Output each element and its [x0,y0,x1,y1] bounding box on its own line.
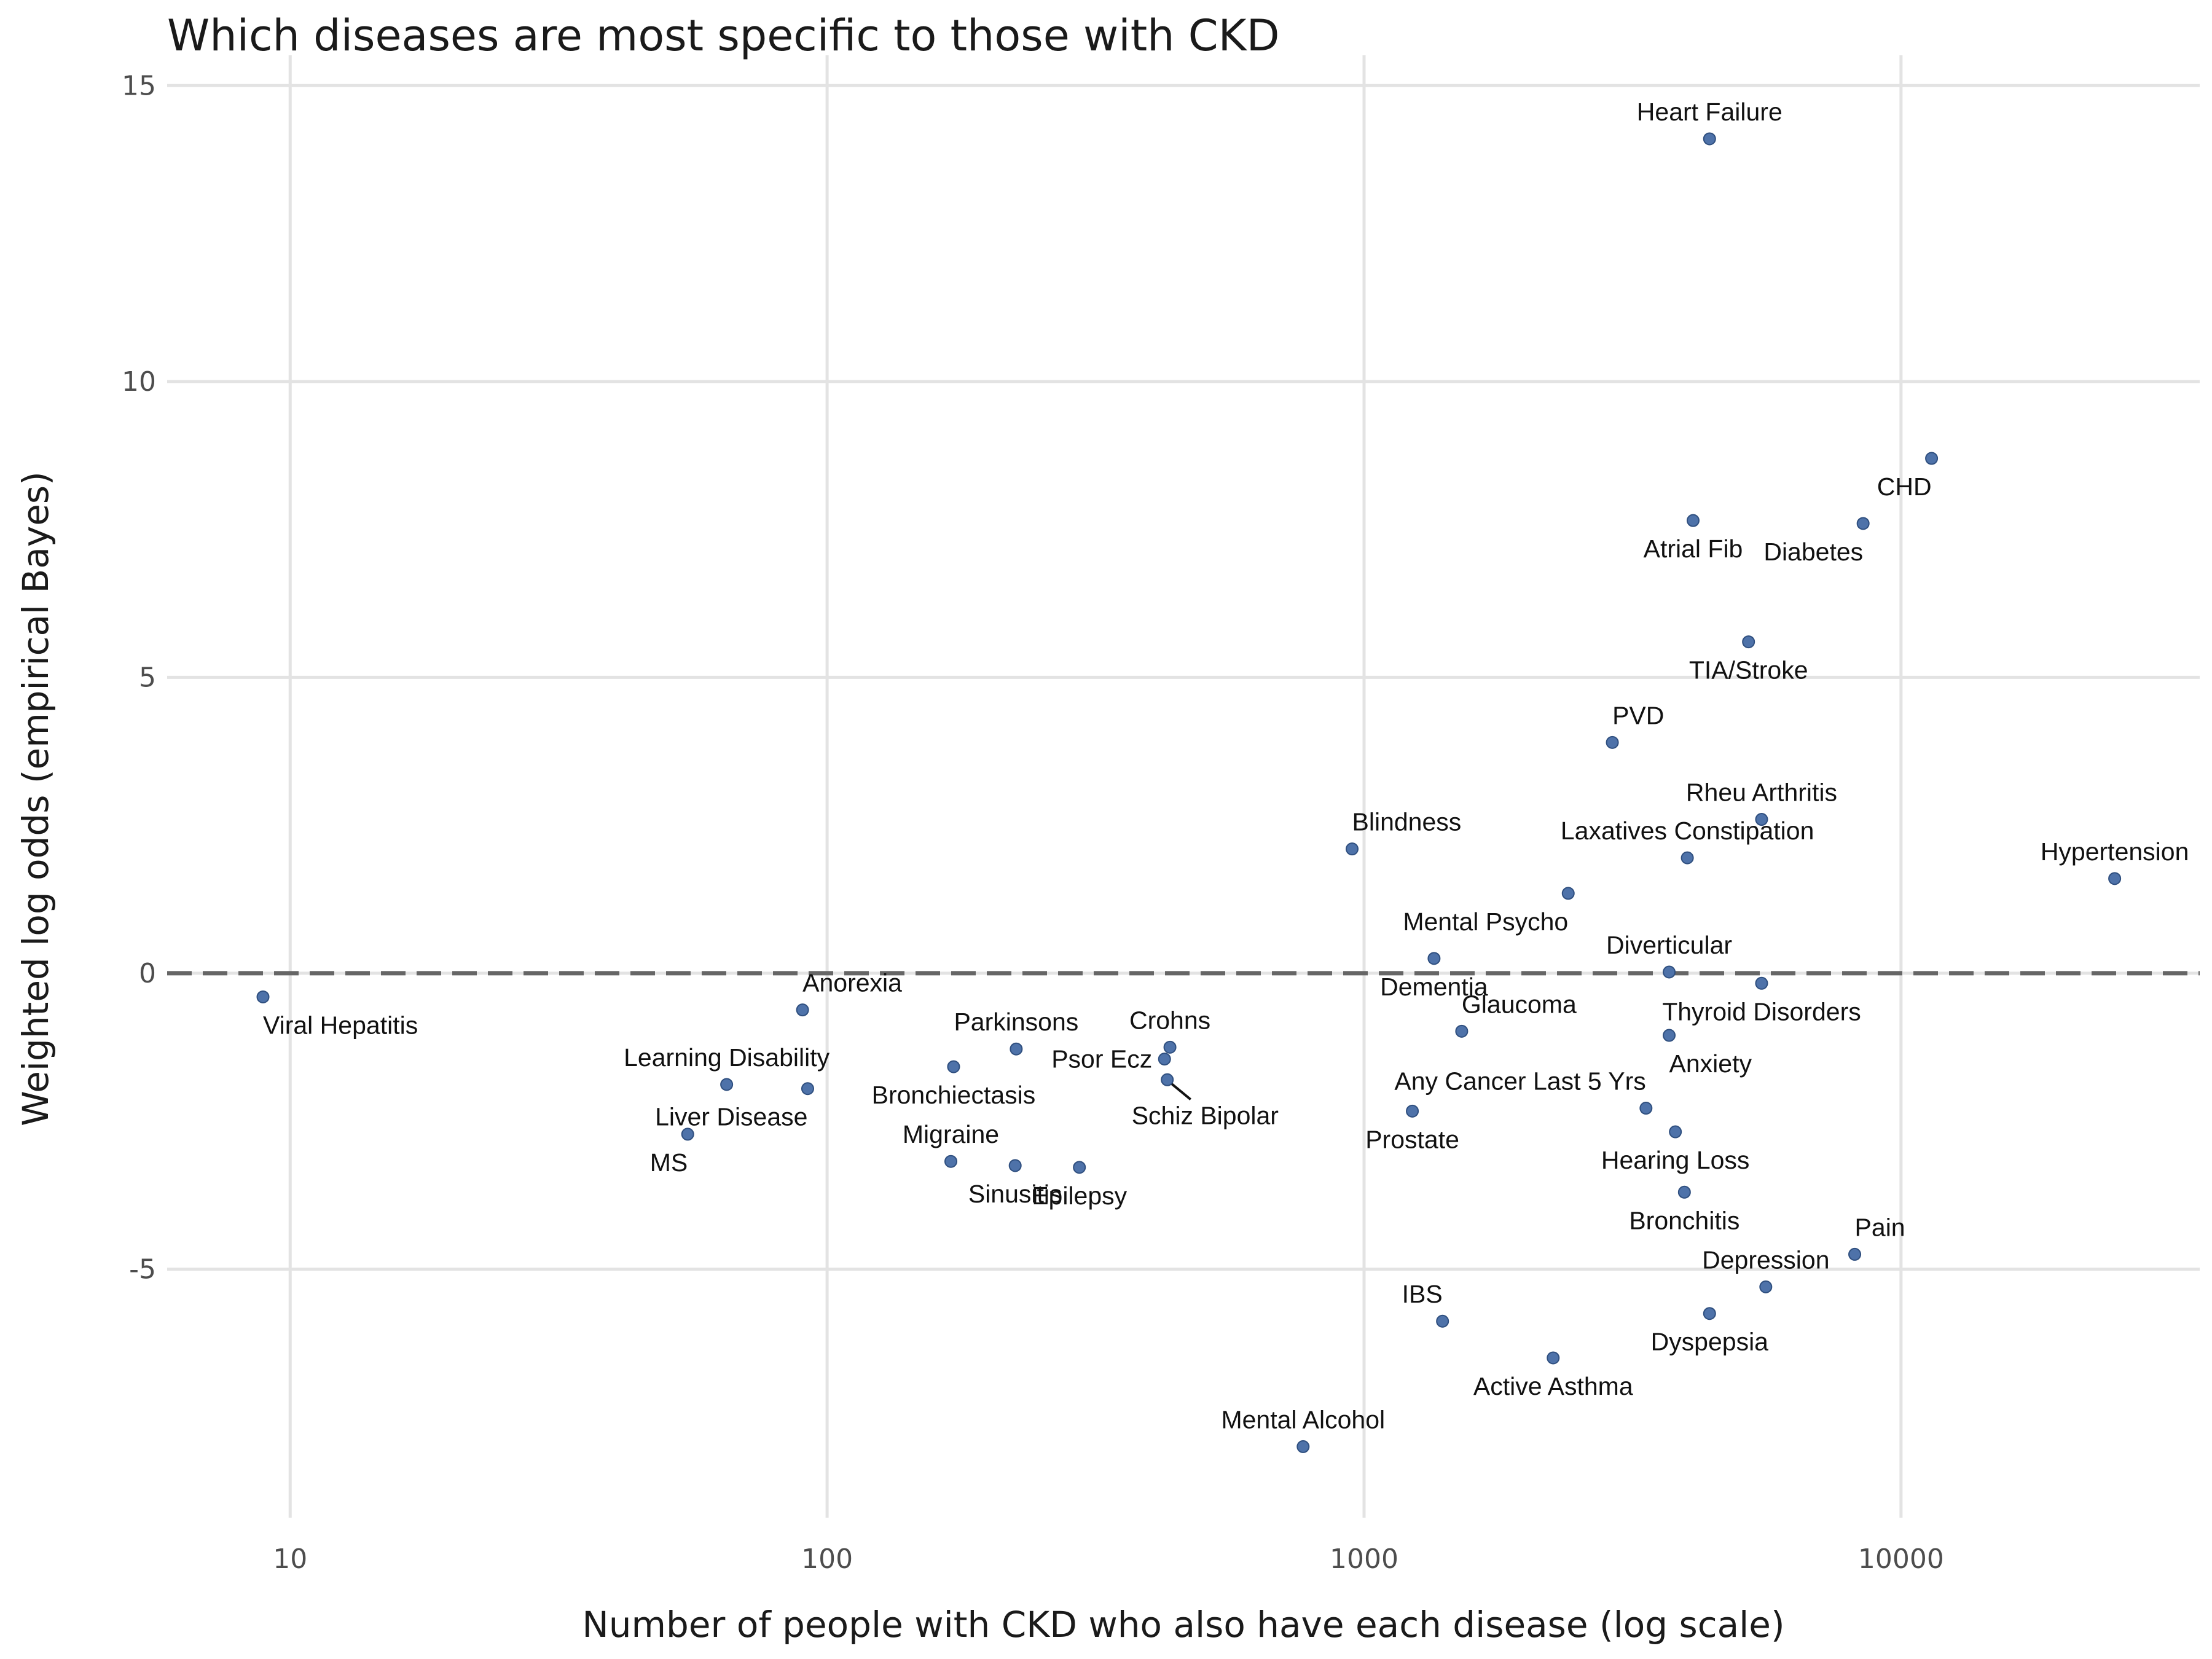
data-point [1158,1053,1171,1066]
data-point [1663,965,1676,979]
point-label: Anxiety [1669,1049,1752,1078]
data-point [947,1060,960,1073]
data-points [256,132,2122,1453]
point-label: Hearing Loss [1601,1146,1750,1174]
data-point [1547,1351,1560,1365]
point-label: Hypertension [2041,837,2189,866]
data-point [1561,887,1575,900]
point-label: Diverticular [1606,931,1732,959]
data-point [1677,1185,1691,1199]
point-label: Bronchiectasis [872,1081,1036,1109]
point-label: Dyspepsia [1651,1328,1769,1356]
data-point [1163,1040,1177,1054]
data-point [1686,514,1700,527]
x-axis-title: Number of people with CKD who also have … [582,1604,1784,1645]
point-label: Learning Disability [624,1043,830,1072]
data-point [1296,1440,1310,1453]
point-label: Crohns [1129,1006,1210,1034]
data-point [2108,872,2122,885]
data-point [1759,1280,1773,1293]
point-label: Parkinsons [954,1008,1078,1036]
point-label: Blindness [1352,808,1462,836]
data-point [1925,452,1939,465]
data-point [1008,1159,1022,1172]
data-point [1848,1247,1862,1261]
point-label: Psor Ecz [1051,1045,1152,1073]
label-leaders [1169,1081,1191,1100]
data-point [681,1128,694,1141]
point-label: Mental Psycho [1403,908,1568,936]
data-point [1703,1307,1716,1320]
point-label: Heart Failure [1637,98,1783,126]
data-point [1681,851,1694,865]
point-label: Pain [1855,1213,1905,1241]
data-point [1010,1042,1023,1056]
point-label: Mental Alcohol [1221,1405,1385,1433]
x-tick-label: 100 [801,1543,853,1575]
y-tick-label: 5 [139,662,156,693]
axis-ticks: 10 100 1000 10000 -5 0 5 10 15 [122,70,1944,1575]
point-label: Schiz Bipolar [1132,1101,1279,1129]
point-label: Laxatives Constipation [1561,817,1814,845]
point-label: Depression [1702,1245,1829,1274]
point-label: Dementia [1380,973,1488,1001]
y-tick-label: 15 [122,70,156,101]
data-point [1073,1161,1086,1174]
point-label: Atrial Fib [1644,535,1743,563]
y-tick-label: 10 [122,366,156,398]
x-tick-label: 10000 [1858,1543,1944,1575]
point-label: MS [650,1148,688,1177]
point-label: Glaucoma [1462,990,1577,1018]
data-point [1406,1104,1419,1118]
x-tick-label: 10 [273,1543,307,1575]
point-label: TIA/Stroke [1689,656,1808,684]
y-tick-label: 0 [139,958,156,989]
point-label: CHD [1877,473,1932,501]
data-point [1427,952,1441,965]
x-tick-label: 1000 [1330,1543,1398,1575]
point-label: Bronchitis [1629,1206,1739,1234]
data-point [801,1082,814,1096]
chart-title: Which diseases are most specific to thos… [167,10,1279,61]
point-label: Migraine [903,1120,999,1148]
point-label: Thyroid Disorders [1662,997,1861,1026]
point-label: Diabetes [1763,538,1863,566]
data-point [1669,1125,1682,1139]
y-axis-title: Weighted log odds (empirical Bayes) [15,471,57,1126]
point-label: IBS [1402,1280,1443,1308]
data-point [1755,976,1768,990]
label-leader-line [1169,1081,1191,1100]
data-point [1663,1029,1676,1042]
data-point [1606,735,1619,749]
data-point [1742,635,1755,649]
point-label: Rheu Arthritis [1686,779,1837,807]
data-point [1703,132,1716,146]
data-point [1639,1102,1653,1115]
data-point [796,1003,809,1017]
data-point [1436,1314,1449,1328]
point-label: Anorexia [802,969,902,997]
data-point [1161,1073,1174,1086]
point-label: Liver Disease [655,1103,807,1131]
point-labels: Heart Failure CHD Diabetes Atrial Fib TIA/St… [263,98,2189,1433]
data-point [944,1155,958,1168]
data-point [1856,517,1870,530]
point-label: Sinusitis [968,1180,1062,1208]
data-point [1346,842,1359,856]
y-tick-label: -5 [129,1253,156,1285]
point-label: Viral Hepatitis [263,1011,418,1039]
data-point [1755,813,1768,826]
point-label: Prostate [1365,1125,1459,1153]
point-label: Active Asthma [1473,1372,1633,1400]
data-point [256,990,270,1003]
data-point [720,1078,734,1091]
point-label: PVD [1612,701,1664,729]
point-label: Any Cancer Last 5 Yrs [1394,1067,1645,1096]
point-label: Epilepsy [1032,1182,1127,1210]
data-point [1455,1024,1469,1038]
